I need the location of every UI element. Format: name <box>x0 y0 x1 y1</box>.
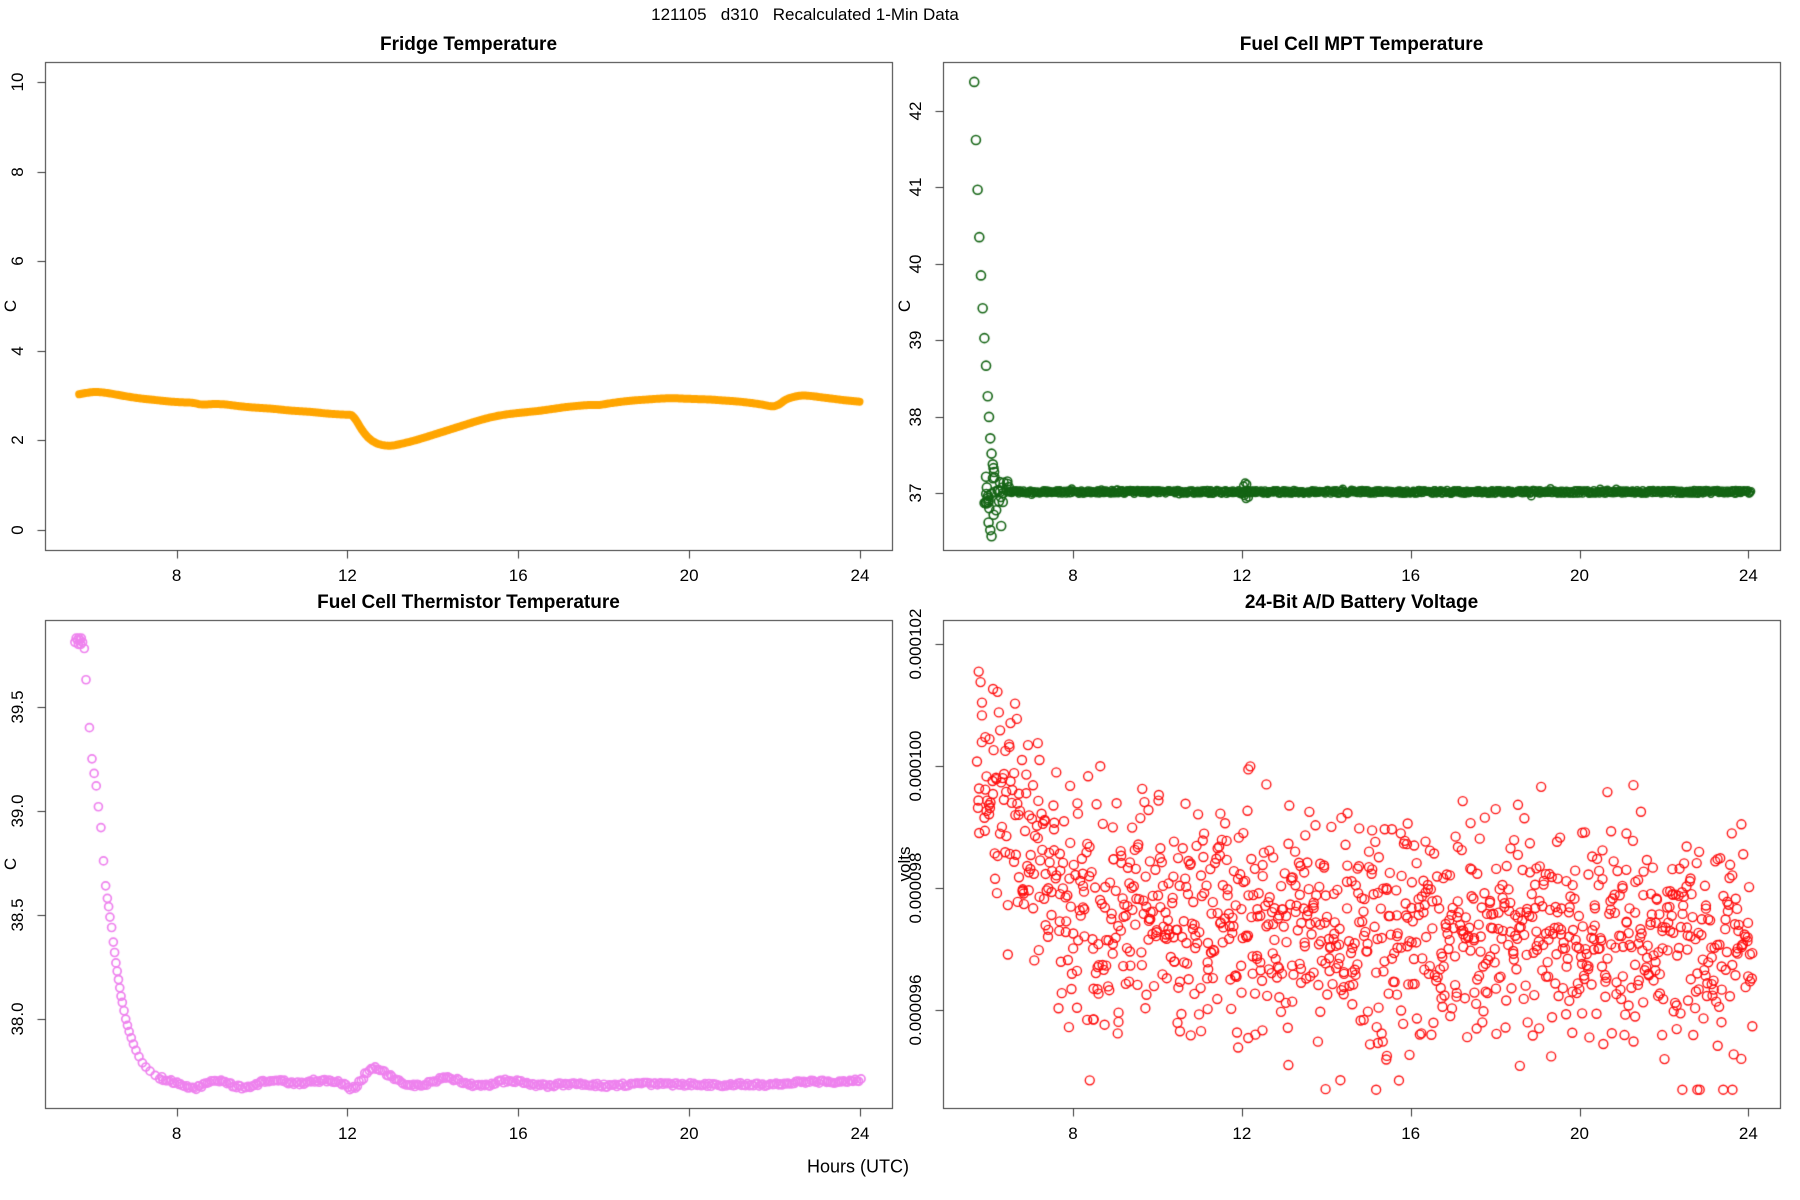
panel-title-battery-voltage: 24-Bit A/D Battery Voltage <box>1244 592 1479 613</box>
x-tick-label: 16 <box>1401 566 1421 585</box>
y-tick-label: 38.5 <box>8 898 27 932</box>
x-tick-label: 24 <box>850 1124 870 1143</box>
y-tick-label: 40 <box>906 254 925 274</box>
y-tick-label: 10 <box>8 72 27 92</box>
y-axis-label-thermistor: C <box>1 857 20 871</box>
x-tick-label: 8 <box>1068 566 1078 585</box>
y-tick-label: 39 <box>906 330 925 350</box>
y-tick-label: 42 <box>906 101 925 121</box>
y-tick-label: 39.0 <box>8 794 27 828</box>
x-tick-label: 16 <box>508 566 528 585</box>
x-tick-label: 16 <box>1401 1124 1421 1143</box>
x-tick-label: 16 <box>508 1124 528 1143</box>
x-tick-label: 8 <box>171 1124 182 1143</box>
x-tick-label: 20 <box>679 566 699 585</box>
y-tick-label: 0.000100 <box>906 730 925 802</box>
y-tick-label: 2 <box>8 435 27 446</box>
y-tick-label: 0.000096 <box>906 974 925 1046</box>
y-axis-label-fridge: C <box>1 299 20 313</box>
y-axis-label-mpt: C <box>895 299 914 313</box>
y-tick-label: 38.0 <box>8 1002 27 1036</box>
y-tick-label: 0 <box>8 525 27 535</box>
x-tick-label: 20 <box>1570 566 1589 585</box>
panel-title-fuel-cell-thermistor-temperature: Fuel Cell Thermistor Temperature <box>317 592 620 613</box>
y-tick-label: 37 <box>906 483 925 503</box>
y-tick-label: 39.5 <box>8 690 27 724</box>
panel-title-fridge-temperature: Fridge Temperature <box>379 34 558 55</box>
y-tick-label: 4 <box>8 346 27 356</box>
y-tick-label: 0.000102 <box>906 608 925 680</box>
x-tick-label: 20 <box>679 1124 699 1143</box>
panel-title-fuel-cell-mpt-temperature: Fuel Cell MPT Temperature <box>1239 34 1484 55</box>
x-tick-label: 12 <box>337 566 357 585</box>
y-tick-label: 6 <box>8 256 27 266</box>
y-tick-label: 38 <box>906 407 925 427</box>
x-tick-label: 24 <box>1738 1124 1758 1143</box>
x-tick-label: 8 <box>1068 1124 1078 1143</box>
x-tick-label: 12 <box>1232 1124 1252 1143</box>
x-axis-label-hours-utc: Hours (UTC) <box>807 1156 909 1177</box>
y-tick-label: 8 <box>8 166 27 177</box>
y-tick-label: 0.000098 <box>906 852 925 924</box>
x-tick-label: 24 <box>1738 566 1758 585</box>
x-tick-label: 12 <box>337 1124 357 1143</box>
figure-title: 121105 d310 Recalculated 1-Min Data <box>651 5 959 24</box>
x-tick-label: 12 <box>1232 566 1252 585</box>
x-tick-label: 20 <box>1570 1124 1589 1143</box>
x-tick-label: 8 <box>171 566 182 585</box>
x-tick-label: 24 <box>850 566 870 585</box>
y-tick-label: 41 <box>906 177 925 197</box>
